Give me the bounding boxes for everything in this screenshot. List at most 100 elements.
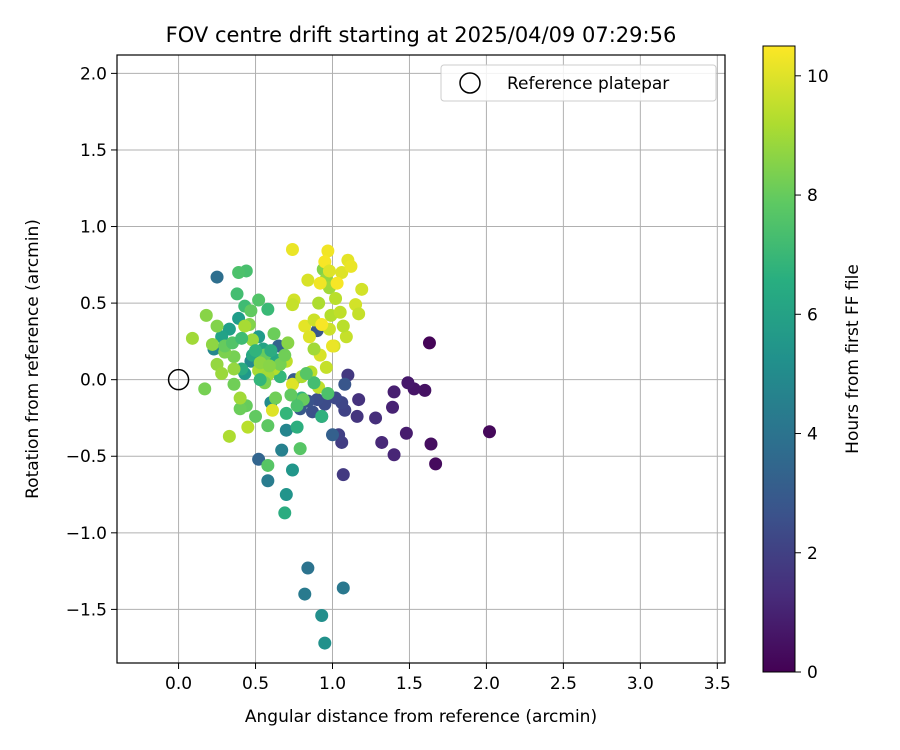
data-point <box>301 561 315 575</box>
colorbar-tick-label: 10 <box>807 67 829 87</box>
data-point <box>232 265 246 279</box>
y-tick-label: −1.0 <box>66 524 107 544</box>
data-point <box>344 259 358 273</box>
data-point <box>299 367 313 381</box>
data-point <box>278 506 292 520</box>
data-points <box>185 242 496 650</box>
data-point <box>233 391 247 405</box>
data-point <box>339 330 353 344</box>
colorbar-tick-label: 2 <box>807 544 818 564</box>
data-point <box>399 426 413 440</box>
data-point <box>298 319 312 333</box>
data-point <box>321 244 335 258</box>
data-point <box>335 265 349 279</box>
data-point <box>253 373 267 387</box>
data-point <box>262 359 276 373</box>
data-point <box>418 383 432 397</box>
x-tick-label: 1.0 <box>319 674 346 694</box>
data-point <box>261 419 275 433</box>
data-point <box>315 318 329 332</box>
y-ticks: 2.0 1.5 1.0 0.5 0.0 −0.5 −1.0 −1.5 <box>66 64 117 620</box>
data-point <box>375 435 389 449</box>
data-point <box>336 468 350 482</box>
data-point <box>279 488 293 502</box>
data-point <box>336 581 350 595</box>
data-point <box>210 319 224 333</box>
data-point <box>285 377 299 391</box>
data-point <box>244 304 258 318</box>
data-point <box>261 458 275 472</box>
data-point <box>322 264 336 278</box>
colorbar-label: Hours from first FF file <box>843 264 863 454</box>
colorbar-tick-label: 0 <box>807 663 818 683</box>
data-point <box>265 403 279 417</box>
x-axis-label: Angular distance from reference (arcmin) <box>245 707 597 727</box>
legend-reference-icon <box>459 72 481 94</box>
data-point <box>302 330 316 344</box>
data-point <box>233 402 247 416</box>
data-point <box>235 331 249 345</box>
colorbar-tick-label: 4 <box>807 425 818 445</box>
data-point <box>315 609 329 623</box>
y-axis-label: Rotation from reference (arcmin) <box>23 219 43 499</box>
y-tick-label: 1.5 <box>80 141 107 161</box>
data-point <box>269 391 283 405</box>
data-point <box>249 344 263 358</box>
y-tick-label: −1.5 <box>66 600 107 620</box>
data-point <box>325 428 339 442</box>
x-tick-label: 1.5 <box>396 674 423 694</box>
data-point <box>318 636 332 650</box>
data-point <box>369 411 383 425</box>
data-point <box>264 344 278 358</box>
data-point <box>321 386 335 400</box>
data-point <box>401 376 415 390</box>
data-point <box>227 362 241 376</box>
data-point <box>325 339 339 353</box>
data-point <box>210 270 224 284</box>
data-point <box>333 305 347 319</box>
chart-title: FOV centre drift starting at 2025/04/09 … <box>166 23 677 47</box>
data-point <box>290 399 304 413</box>
colorbar: 0 2 4 6 8 10 Hours from first FF file <box>762 45 863 683</box>
x-tick-label: 0.5 <box>242 674 269 694</box>
data-point <box>352 393 366 407</box>
data-point <box>275 443 289 457</box>
data-point <box>315 409 329 423</box>
colorbar-gradient <box>762 45 796 673</box>
data-point <box>261 302 275 316</box>
data-point <box>336 319 350 333</box>
data-point <box>355 282 369 296</box>
x-tick-label: 2.5 <box>550 674 577 694</box>
data-point <box>238 319 252 333</box>
data-point <box>307 376 321 390</box>
data-point <box>267 327 281 341</box>
data-point <box>313 276 327 290</box>
reference-platepar-point <box>167 368 190 391</box>
data-point <box>422 336 436 350</box>
data-point <box>252 452 266 466</box>
x-tick-label: 0.0 <box>165 674 192 694</box>
legend-reference-label: Reference platepar <box>507 74 669 94</box>
data-point <box>261 474 275 488</box>
data-point <box>329 292 343 306</box>
data-point <box>307 342 321 356</box>
data-point <box>350 409 364 423</box>
colorbar-tick-label: 6 <box>807 305 818 325</box>
y-tick-label: 0.0 <box>80 371 107 391</box>
data-point <box>301 273 315 287</box>
x-tick-label: 3.5 <box>704 674 731 694</box>
data-point <box>205 337 219 351</box>
data-point <box>386 400 400 414</box>
plot-frame <box>116 54 726 664</box>
data-point <box>222 429 236 443</box>
data-point <box>284 388 298 402</box>
data-point <box>249 409 263 423</box>
data-point <box>429 457 443 471</box>
data-point <box>198 382 212 396</box>
data-point <box>293 442 307 456</box>
data-point <box>387 385 401 399</box>
data-point <box>330 276 344 290</box>
data-point <box>338 377 352 391</box>
x-ticks: 0.0 0.5 1.0 1.5 2.0 2.5 3.0 3.5 <box>165 663 731 694</box>
